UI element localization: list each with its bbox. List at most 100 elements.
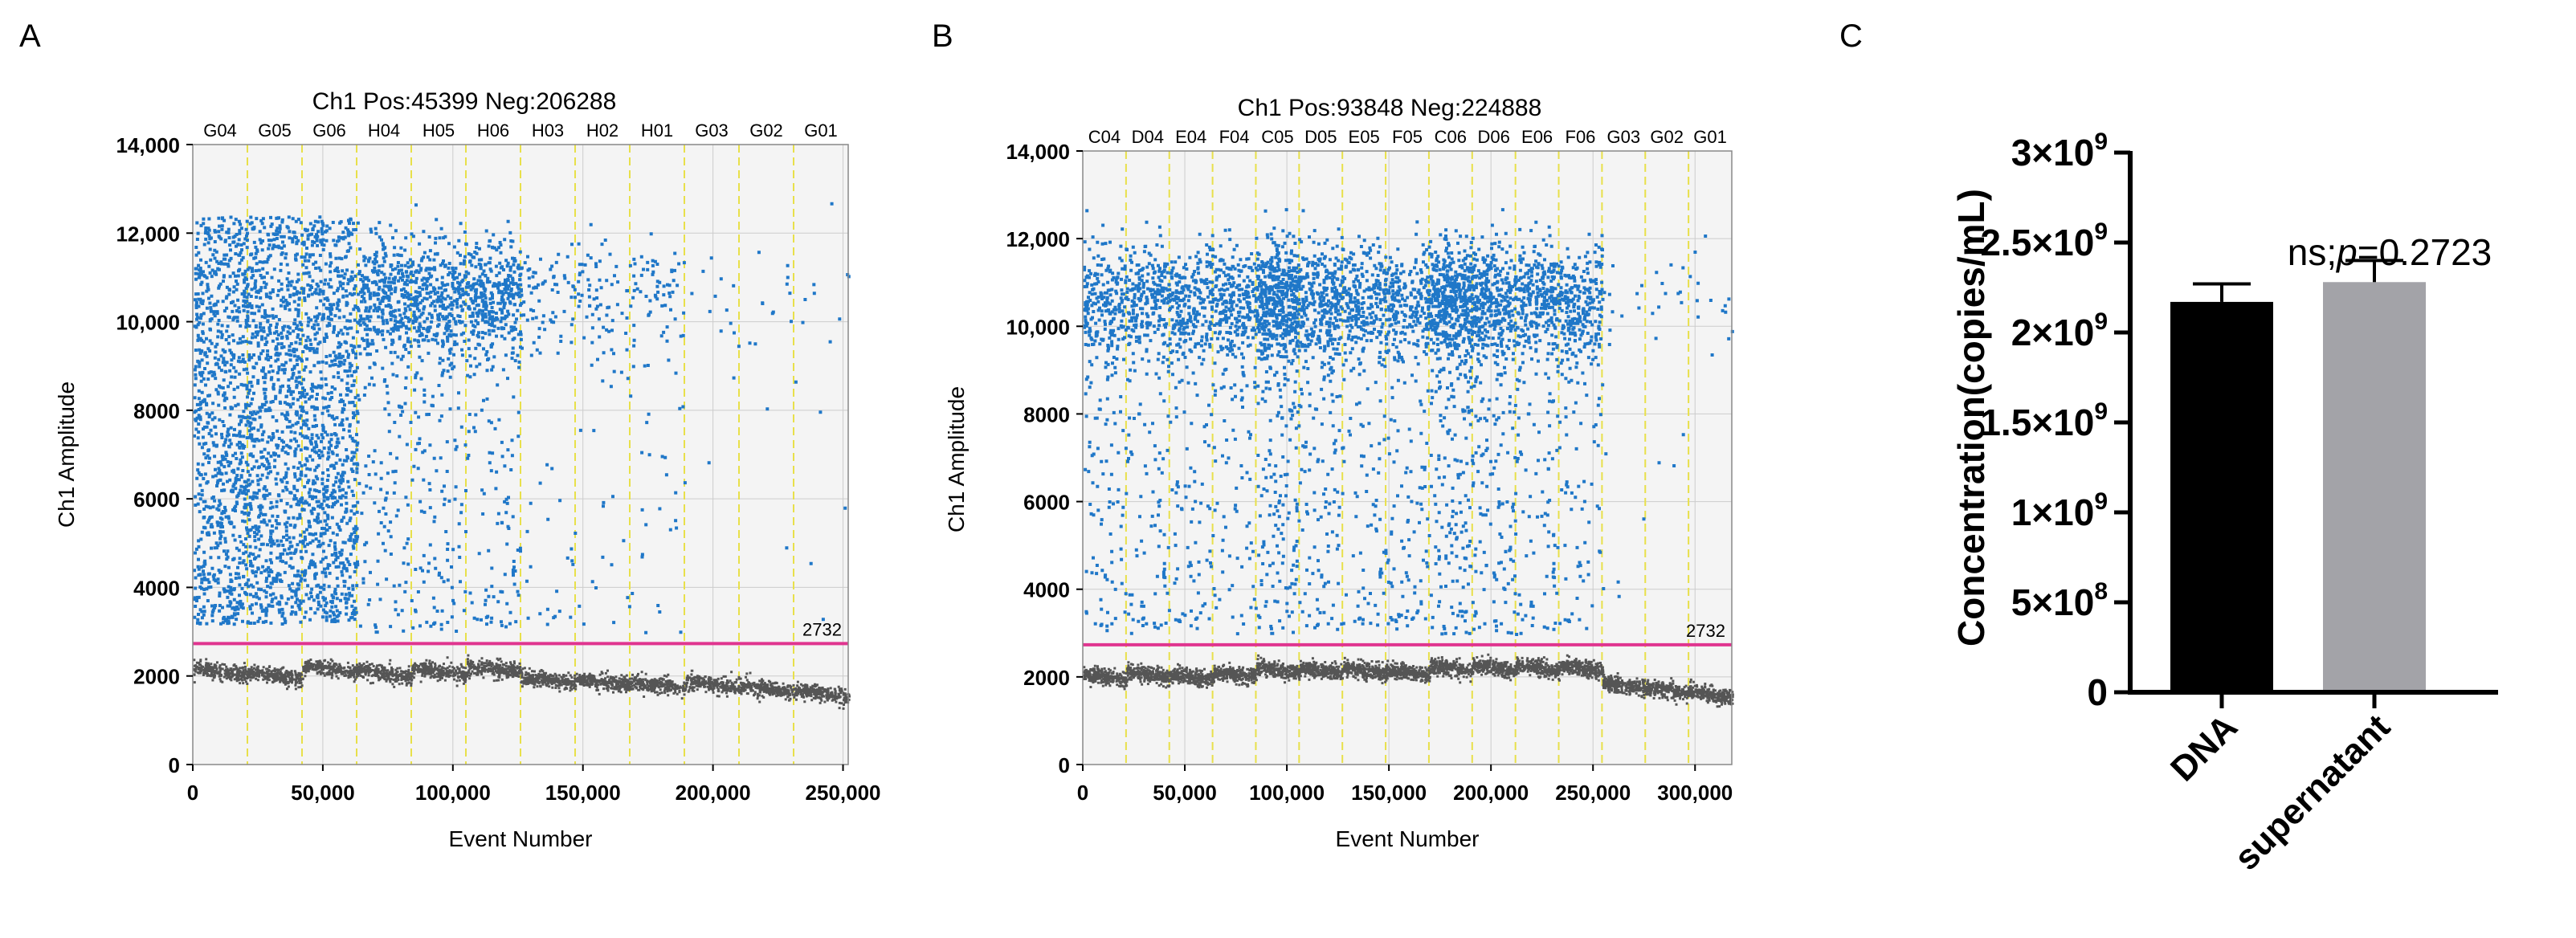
x-tick-label: 300,000 (1657, 781, 1733, 805)
y-tick-label: 3×109 (2011, 128, 2108, 173)
positive-droplets (193, 202, 851, 634)
well-label: G04 (203, 120, 237, 141)
significance-annotation: ns;p=0.2723 (2288, 231, 2492, 273)
well-label: D05 (1304, 127, 1337, 147)
y-tick-label: 2.5×109 (1980, 218, 2108, 263)
well-label: C06 (1435, 127, 1467, 147)
y-tick-label: 6000 (1023, 491, 1070, 515)
well-label: F04 (1219, 127, 1250, 147)
well-label: E05 (1349, 127, 1380, 147)
ddpcr-plot-a: Ch1 Pos:45399 Neg:206288 2732 G04 G05 G06 H… (54, 88, 881, 851)
well-label: E06 (1521, 127, 1553, 147)
y-tick-label: 2×109 (2011, 308, 2108, 353)
y-axis-title-c: Concentration(copies/mL) (1950, 189, 1992, 646)
y-ticks-b: 0 2000 4000 6000 8000 10,000 12,000 14,000 (1006, 140, 1083, 777)
well-labels-a: G04 G05 G06 H04 H05 H06 H03 H02 H01 G03 G02 G01 (203, 120, 838, 141)
x-tick-label: 100,000 (415, 781, 491, 805)
x-tick-label: 250,000 (806, 781, 881, 805)
x-tick-label: 50,000 (1153, 781, 1217, 805)
well-label: C05 (1261, 127, 1293, 147)
x-axis-title-b: Event Number (1336, 826, 1480, 851)
well-label: G02 (749, 120, 783, 141)
x-tick-label: 150,000 (1351, 781, 1427, 805)
annotation-prefix: ns; (2288, 231, 2337, 273)
tick-exponent: 9 (2094, 308, 2108, 335)
tick-base: 2.5×10 (1980, 222, 2094, 263)
y-tick-label: 5×108 (2011, 578, 2108, 623)
well-label: H05 (423, 120, 455, 141)
ddpcr-plot-b: Ch1 Pos:93848 Neg:224888 2732 C04 D04 E04 F… (944, 95, 1734, 851)
y-tick-label: 1×109 (2011, 488, 2108, 533)
bars-c (2170, 259, 2426, 692)
x-tick-label: 50,000 (291, 781, 355, 805)
well-label: D04 (1132, 127, 1164, 147)
well-label: H02 (586, 120, 618, 141)
well-dividers-a (247, 145, 794, 765)
well-label: H01 (641, 120, 673, 141)
y-tick-label: 14,000 (1006, 140, 1070, 164)
tick-exponent: 9 (2094, 128, 2108, 155)
well-label: G01 (1693, 127, 1727, 147)
category-label: supernatant (2227, 707, 2398, 878)
threshold-label-a: 2732 (802, 619, 842, 639)
well-label: G02 (1650, 127, 1684, 147)
tick-base: 5×10 (2011, 581, 2095, 623)
well-label: H06 (477, 120, 509, 141)
negative-droplets (1083, 653, 1734, 708)
bar-supernatant (2323, 282, 2426, 692)
tick-exponent: 9 (2094, 218, 2108, 245)
well-label: D06 (1478, 127, 1510, 147)
tick-exponent: 9 (2094, 488, 2108, 515)
negative-droplets (193, 654, 851, 710)
x-tick-label: 150,000 (545, 781, 621, 805)
y-axis-title-b: Ch1 Amplitude (944, 386, 969, 532)
well-labels-b: C04 D04 E04 F04 C05 D05 E05 F05 C06 D06 E06 F06 G03 G… (1088, 127, 1727, 147)
x-tick-label: 0 (187, 781, 198, 805)
well-label: G03 (1607, 127, 1641, 147)
y-ticks-a: 0 2000 4000 6000 8000 10,000 12,000 14,000 (116, 133, 193, 777)
plot-area-b (1083, 151, 1732, 765)
well-label: F05 (1392, 127, 1423, 147)
tick-exponent: 9 (2094, 398, 2108, 425)
y-tick-label: 0 (169, 753, 180, 777)
well-label: G03 (695, 120, 729, 141)
bar-chart-c: ns;p=0.2723 05×1081×1091.5×1092×1092.5×1… (1950, 128, 2498, 878)
y-tick-label: 10,000 (1006, 315, 1070, 339)
y-tick-label: 1.5×109 (1980, 398, 2108, 443)
droplets-b (1083, 208, 1734, 708)
tick-base: 2×10 (2011, 312, 2095, 353)
well-label: H04 (368, 120, 400, 141)
well-label: E04 (1175, 127, 1206, 147)
y-tick-label: 0 (1059, 753, 1070, 777)
well-label: C04 (1088, 127, 1121, 147)
x-ticks-a: 0 50,000 100,000 150,000 200,000 250,000 (187, 765, 881, 805)
y-axis-title-a: Ch1 Amplitude (54, 381, 79, 528)
tick-base: 3×10 (2011, 132, 2095, 173)
tick-base: 0 (2087, 671, 2108, 713)
threshold-label-b: 2732 (1686, 621, 1725, 641)
y-tick-label: 12,000 (1006, 227, 1070, 251)
y-tick-label: 8000 (1023, 402, 1070, 426)
x-tick-label: 250,000 (1555, 781, 1631, 805)
y-tick-label: 14,000 (116, 133, 180, 157)
annotation-p-symbol: p (2335, 231, 2358, 273)
y-tick-label: 6000 (133, 487, 180, 512)
y-tick-label: 4000 (133, 576, 180, 600)
x-axis-title-a: Event Number (449, 826, 593, 851)
y-tick-label: 4000 (1023, 578, 1070, 602)
well-label: F06 (1566, 127, 1596, 147)
well-label: G06 (312, 120, 346, 141)
x-ticks-b: 0 50,000 100,000 150,000 200,000 250,000 300,0… (1077, 765, 1733, 805)
panel-label-a: A (19, 18, 41, 54)
well-label: H03 (532, 120, 564, 141)
chart-title-a: Ch1 Pos:45399 Neg:206288 (312, 88, 617, 115)
x-tick-label: 100,000 (1249, 781, 1325, 805)
tick-base: 1×10 (2011, 491, 2095, 533)
tick-base: 1.5×10 (1980, 402, 2094, 443)
x-tick-label: 200,000 (1453, 781, 1529, 805)
y-tick-label: 10,000 (116, 311, 180, 335)
panel-label-c: C (1839, 18, 1863, 54)
